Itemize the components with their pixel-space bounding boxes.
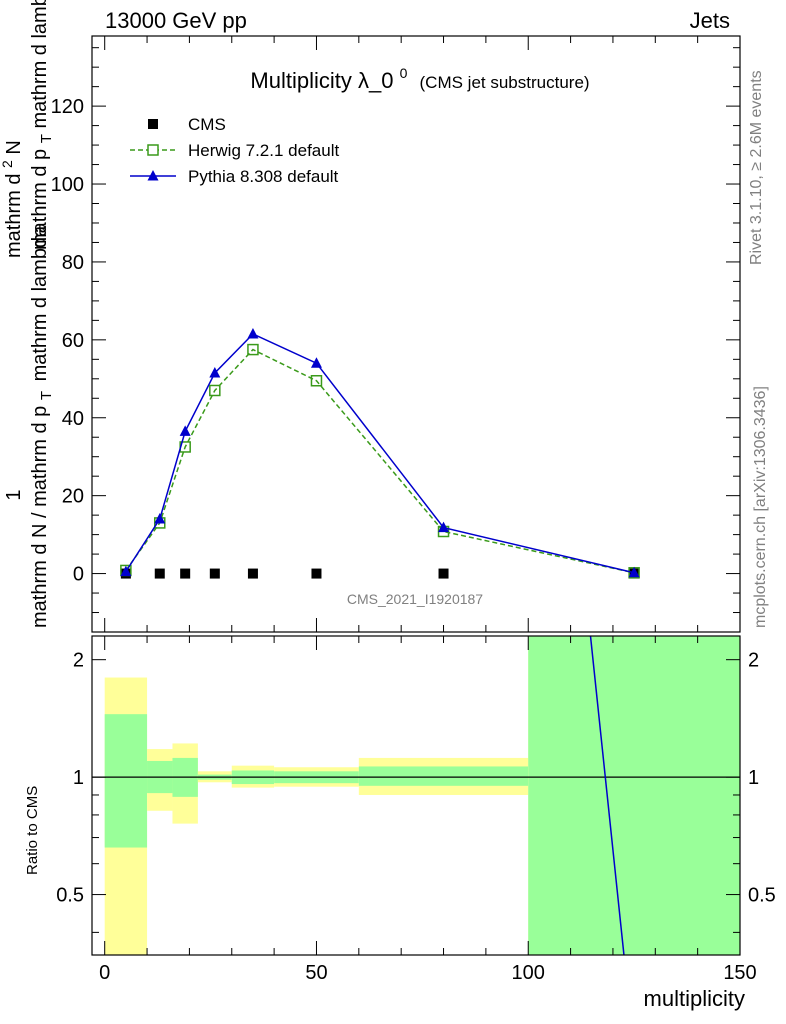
ratio-y-tick-label-right: 2 bbox=[748, 650, 759, 672]
legend-marker-0 bbox=[148, 119, 158, 129]
ratio-inner-band-0 bbox=[104, 714, 148, 848]
legend-label-0: CMS bbox=[188, 115, 226, 134]
series-2-point-1 bbox=[154, 513, 166, 524]
y-label-one: 1 bbox=[3, 489, 25, 500]
series-2-point-4 bbox=[247, 328, 259, 339]
series-2-point-7 bbox=[628, 566, 640, 578]
series-1-point-5 bbox=[310, 374, 323, 387]
ratio-plot-frame bbox=[91, 635, 741, 956]
ratio-y-axis-label: Ratio to CMS bbox=[24, 786, 41, 875]
svg-text:Multiplicity λ_0 0: Multiplicity λ_0 0 (CMS jet substructure… bbox=[250, 58, 589, 93]
main-y-tick-label: 20 bbox=[62, 486, 84, 508]
ratio-y-tick-label-right: 1 bbox=[748, 767, 759, 789]
main-plot-frame bbox=[91, 35, 741, 633]
y-label-numerator: mathrm d bbox=[3, 174, 25, 258]
legend-label-2: Pythia 8.308 default bbox=[188, 167, 339, 186]
x-axis-label: multiplicity bbox=[644, 986, 745, 1011]
legend-marker-1 bbox=[147, 144, 159, 156]
ratio-inner-band-6 bbox=[358, 766, 529, 786]
y-label-main-tail: mathrm d lambda bbox=[29, 225, 51, 381]
series-1-point-4 bbox=[247, 343, 259, 356]
series-2-point-5 bbox=[310, 357, 322, 368]
y-label-denominator-sub: T bbox=[38, 134, 55, 143]
y-label-numerator-tail: N bbox=[3, 140, 25, 154]
main-y-tick-label: 100 bbox=[51, 174, 84, 196]
x-tick-label: 50 bbox=[305, 962, 327, 984]
analysis-watermark: CMS_2021_I1920187 bbox=[347, 591, 483, 607]
plot-subtitle: (CMS jet substructure) bbox=[420, 73, 590, 92]
svg-text:mathrm d N / mathrm d p: mathrm d N / mathrm d p T mathrm d lambd… bbox=[29, 225, 56, 628]
svg-text:mathrm d p T math: mathrm d p T mathrm d lambda bbox=[29, 0, 56, 250]
ratio-bands bbox=[104, 636, 740, 955]
main-y-tick-label: 60 bbox=[62, 330, 84, 352]
x-tick-label: 150 bbox=[723, 962, 756, 984]
main-y-tick-label: 0 bbox=[73, 564, 84, 586]
ratio-y-tick-label: 0.5 bbox=[56, 885, 84, 907]
y-label-denominator: mathrm d p bbox=[29, 149, 51, 250]
legend-label-1: Herwig 7.2.1 default bbox=[188, 141, 339, 160]
ratio-inner-band-7 bbox=[528, 636, 740, 955]
series-line-2 bbox=[125, 333, 635, 574]
mcplots-source-label: mcplots.cern.ch [arXiv:1306.3436] bbox=[752, 386, 769, 628]
ratio-pythia-line bbox=[589, 635, 625, 956]
ratio-y-tick-label-right: 0.5 bbox=[748, 885, 776, 907]
x-tick-label: 100 bbox=[512, 962, 545, 984]
main-y-tick-label: 120 bbox=[51, 96, 84, 118]
plot-title-sup: 0 bbox=[400, 65, 408, 81]
series-2-point-2 bbox=[179, 425, 191, 436]
main-series bbox=[120, 328, 640, 579]
series-0-point-4 bbox=[247, 568, 258, 579]
series-line-1 bbox=[125, 348, 635, 574]
legend: CMS Herwig 7.2.1 default Pythia 8.308 defa… bbox=[130, 115, 339, 186]
main-y-axis-label: 1 mathrm d N / mathrm d p T mathrm d lam… bbox=[0, 0, 56, 628]
series-0-point-5 bbox=[311, 568, 322, 579]
series-0-point-2 bbox=[180, 568, 191, 579]
header-right: Jets bbox=[690, 8, 730, 33]
main-y-tick-label: 40 bbox=[62, 408, 84, 430]
y-label-main: mathrm d N / mathrm d p bbox=[29, 406, 51, 628]
series-1-point-3 bbox=[209, 384, 221, 397]
ratio-y-tick-label: 1 bbox=[73, 767, 84, 789]
series-0-point-3 bbox=[209, 568, 220, 579]
rivet-version-label: Rivet 3.1.10, ≥ 2.6M events bbox=[748, 70, 765, 265]
header-left: 13000 GeV pp bbox=[105, 8, 247, 33]
y-label-main-sub: T bbox=[38, 391, 55, 400]
series-2-point-6 bbox=[438, 521, 450, 533]
series-0-point-6 bbox=[438, 568, 449, 579]
series-2-point-3 bbox=[209, 366, 221, 378]
ratio-lines bbox=[92, 635, 740, 956]
series-2-point-0 bbox=[120, 565, 132, 577]
main-y-tick-label: 80 bbox=[62, 252, 84, 274]
legend-marker-2 bbox=[147, 170, 159, 181]
ratio-y-tick-label: 2 bbox=[73, 650, 84, 672]
series-0-point-1 bbox=[154, 568, 165, 579]
y-label-denominator-tail: mathrm d lambda bbox=[29, 0, 51, 129]
svg-text:mathrm d 2 N: mathrm d 2 N bbox=[0, 140, 25, 258]
plot-title-main: Multiplicity λ_0 bbox=[250, 68, 393, 93]
y-label-numerator-sup: 2 bbox=[0, 160, 15, 168]
x-tick-label: 0 bbox=[99, 962, 110, 984]
plot-title: Multiplicity λ_0 0 (CMS jet substructure… bbox=[250, 58, 589, 93]
axes: 0 20 40 60 80 100 120 0 50 100 150 0.5 0.5 1 1 2 2 bbox=[51, 35, 776, 984]
